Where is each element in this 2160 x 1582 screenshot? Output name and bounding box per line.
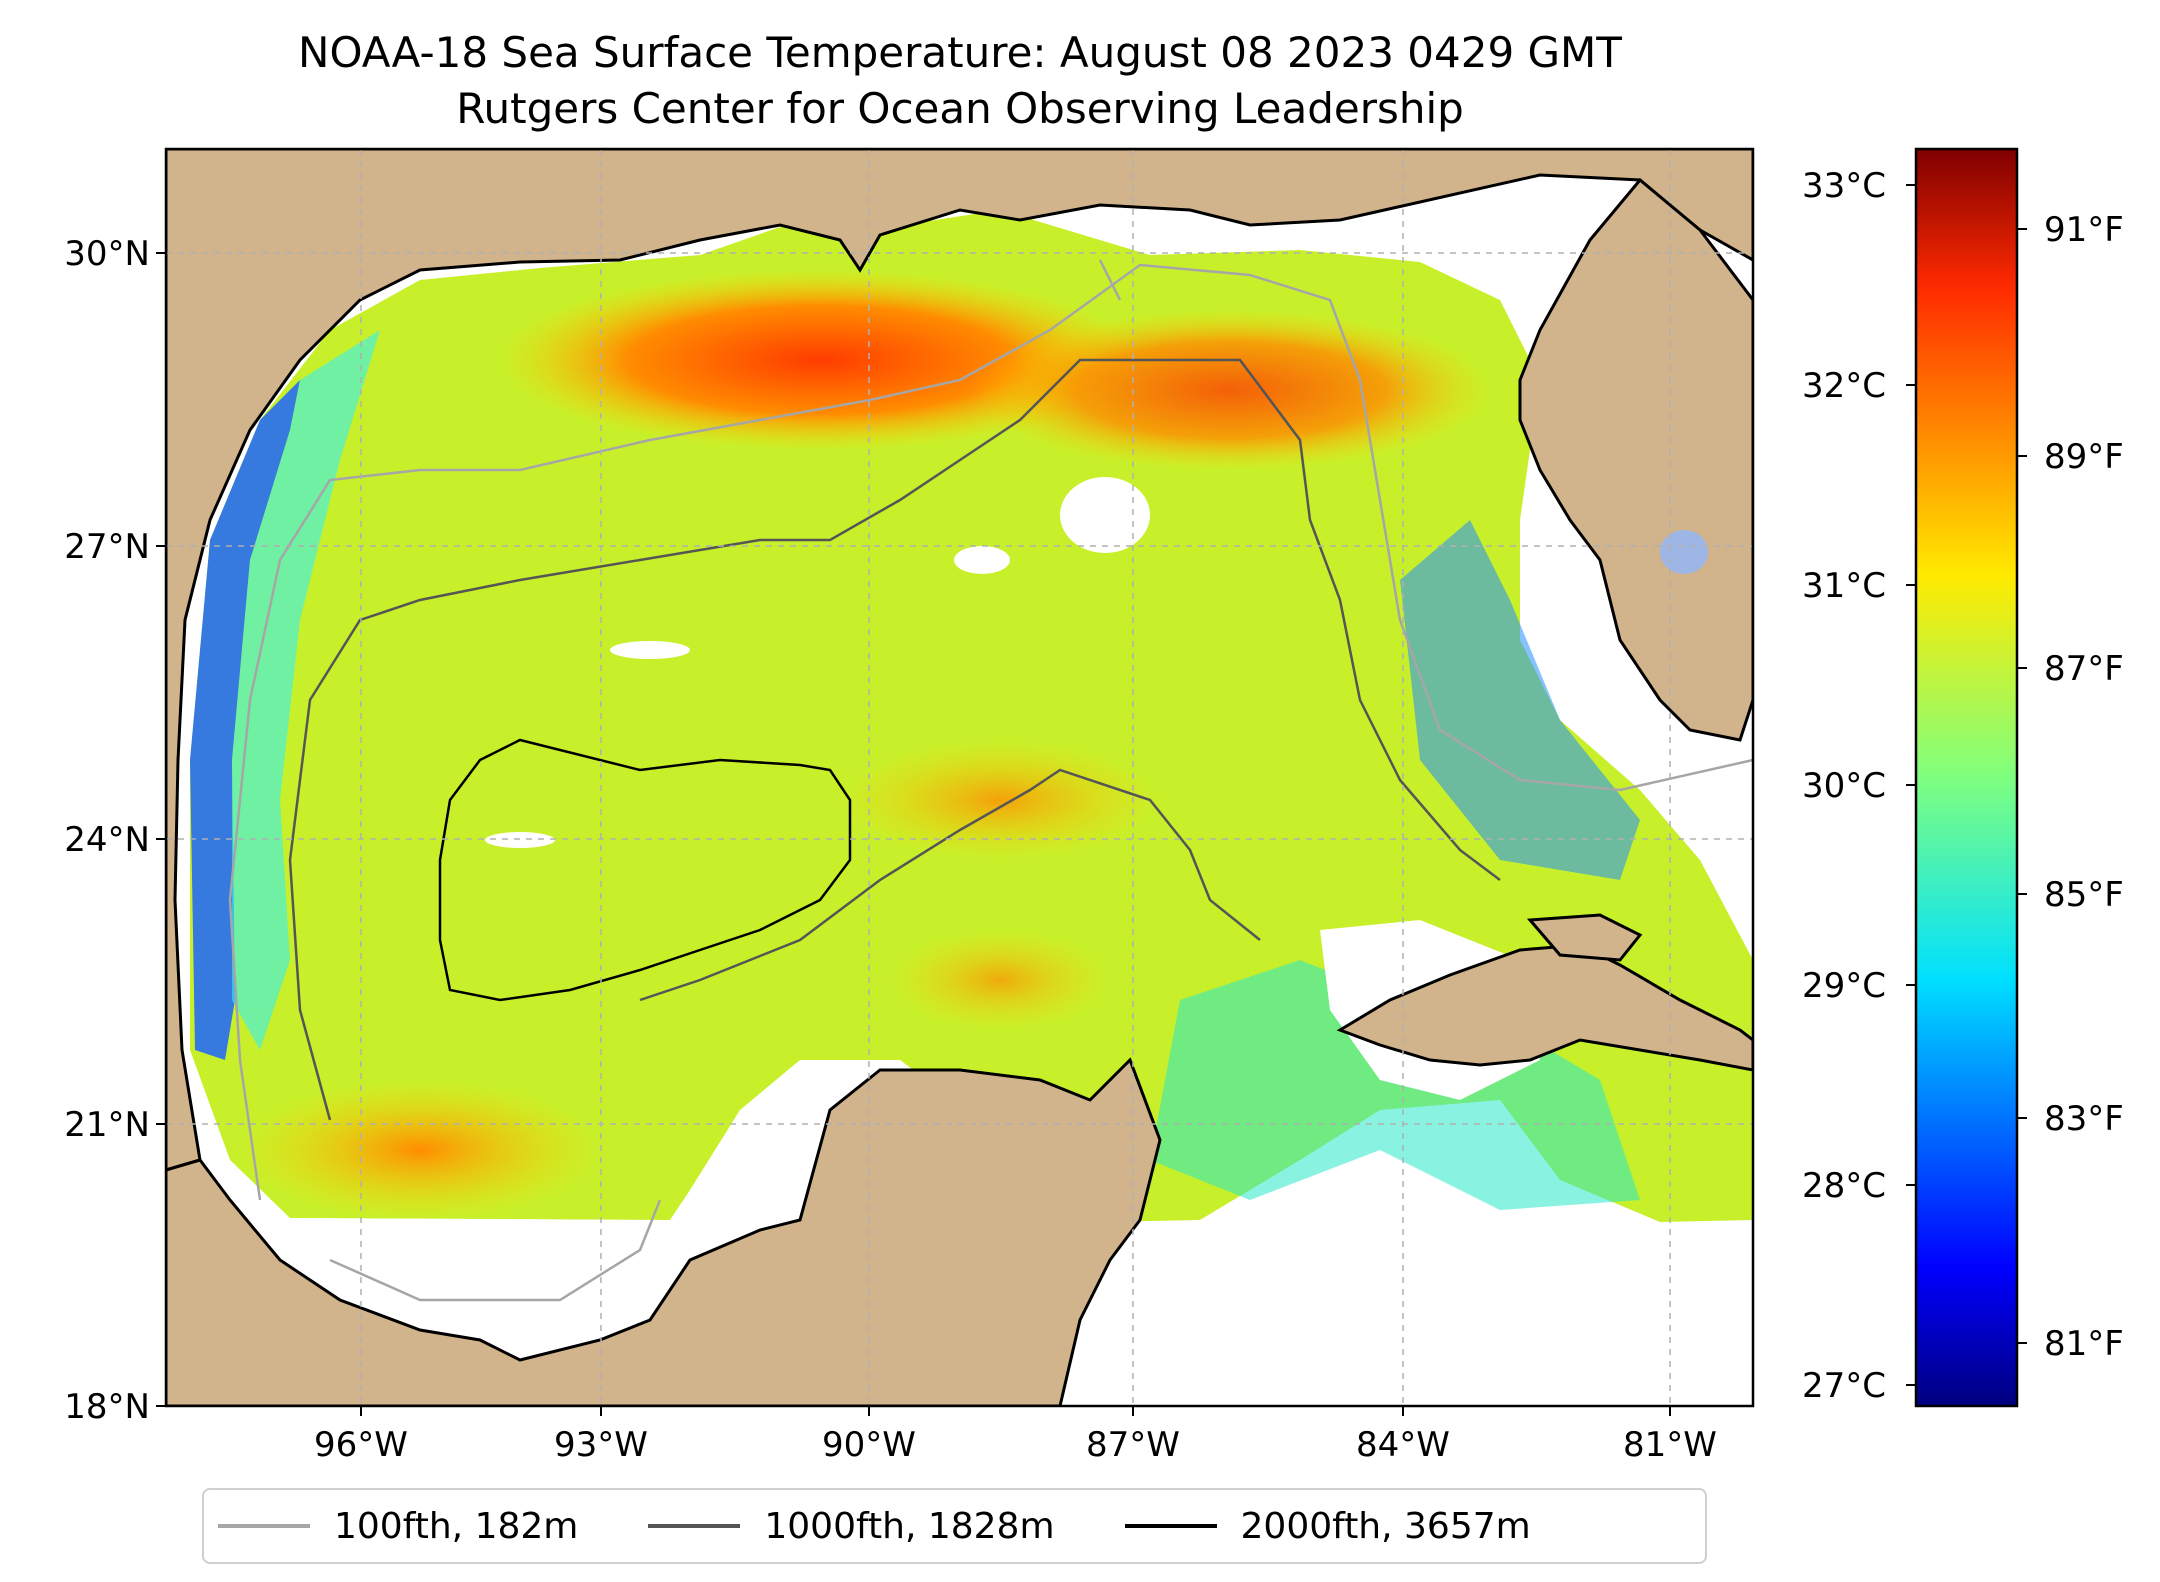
lon-label-87w: 87°W [1086,1425,1180,1465]
map-frame [164,147,1755,1408]
celsius-tick-labels: 33°C 32°C 31°C 30°C 29°C 28°C 27°C [1802,166,1886,1406]
lon-label-93w: 93°W [554,1425,648,1465]
bathymetry-contours [228,259,1753,1302]
lon-tick-marks [360,1406,1671,1416]
lat-tick-marks [156,252,166,1407]
celsius-label: 33°C [1802,166,1886,206]
celsius-label: 32°C [1802,366,1886,406]
lat-label-30n: 30°N [64,234,150,274]
lon-tick-labels: 96°W 93°W 90°W 87°W 84°W 81°W [314,1425,1717,1465]
fahrenheit-label: 91°F [2044,210,2124,250]
legend-swatch-2000fth [1124,1524,1217,1528]
lat-label-18n: 18°N [64,1387,150,1427]
fahrenheit-label: 83°F [2044,1099,2124,1139]
fahrenheit-tick-labels: 91°F 89°F 87°F 85°F 83°F 81°F [2044,210,2124,1364]
legend-swatch-100fth [218,1524,310,1528]
legend-swatch-1000fth [648,1524,741,1528]
lat-label-27n: 27°N [64,527,150,567]
fahrenheit-label: 89°F [2044,437,2124,477]
celsius-label: 31°C [1802,566,1886,606]
contour-legend: 100fth, 182m 1000fth, 1828m 2000fth, 365… [202,1488,1707,1564]
lon-label-96w: 96°W [314,1425,408,1465]
lake-okeechobee [1660,530,1708,574]
celsius-tick-marks [1906,184,1916,1386]
sst-cool-coastal-band [190,380,300,1060]
land-florida [1518,177,1753,742]
celsius-label: 28°C [1802,1166,1886,1206]
land-cuba [1336,943,1753,1072]
lon-label-81w: 81°W [1623,1425,1717,1465]
legend-item-100fth: 100fth, 182m [218,1506,578,1547]
celsius-label: 30°C [1802,766,1886,806]
fahrenheit-label: 81°F [2044,1324,2124,1364]
celsius-label: 27°C [1802,1366,1886,1406]
land-us-gulf-coast [166,149,1753,1172]
legend-label-100fth: 100fth, 182m [334,1505,579,1547]
sst-cyan-band [232,330,380,1050]
colorbar [1914,147,2019,1408]
lat-tick-labels: 30°N 27°N 24°N 21°N 18°N [64,234,150,1427]
land-masses [166,149,1753,1406]
cloud-gap [1060,477,1150,553]
legend-label-2000fth: 2000fth, 3657m [1240,1505,1531,1547]
contour-1000fth [288,358,1501,1121]
fahrenheit-tick-marks [2017,228,2027,1344]
legend-item-2000fth: 2000fth, 3657m [1124,1505,1531,1547]
map-gridlines [166,149,1753,1406]
lon-label-84w: 84°W [1356,1425,1450,1465]
map-title-line1: NOAA-18 Sea Surface Temperature: August … [298,28,1622,77]
legend-item-1000fth: 1000fth, 1828m [648,1505,1055,1547]
celsius-label: 29°C [1802,966,1886,1006]
sst-cool-east [1400,520,1640,880]
fahrenheit-label: 85°F [2044,875,2124,915]
fahrenheit-label: 87°F [2044,649,2124,689]
lat-label-21n: 21°N [64,1105,150,1145]
lon-label-90w: 90°W [822,1425,916,1465]
lat-label-24n: 24°N [64,820,150,860]
land-mexico [166,1057,1162,1406]
contour-100fth [228,259,1753,1302]
legend-label-1000fth: 1000fth, 1828m [764,1505,1055,1547]
map-title-line2: Rutgers Center for Ocean Observing Leade… [456,84,1464,133]
map-area [166,149,1753,1406]
contour-2000fth [438,738,852,1002]
